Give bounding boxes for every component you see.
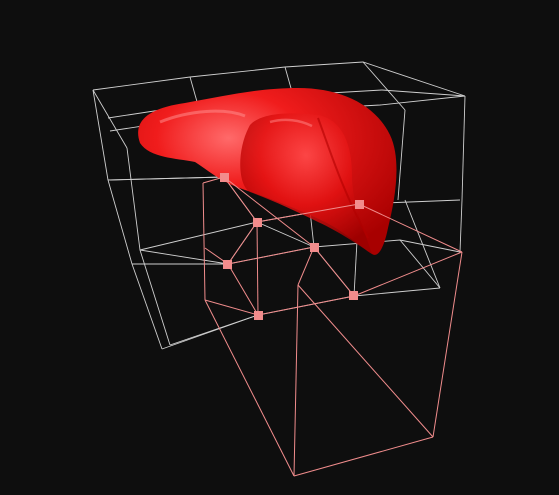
lattice-handle[interactable] <box>223 260 232 269</box>
lattice-handle[interactable] <box>253 218 262 227</box>
lattice-handle[interactable] <box>355 200 364 209</box>
lattice-handle[interactable] <box>349 291 358 300</box>
organ-mesh[interactable] <box>138 88 397 255</box>
lattice-handle[interactable] <box>310 243 319 252</box>
lattice-handles[interactable] <box>220 173 364 320</box>
lattice-selection <box>202 176 463 477</box>
lattice-handle[interactable] <box>220 173 229 182</box>
lattice-handle[interactable] <box>254 311 263 320</box>
